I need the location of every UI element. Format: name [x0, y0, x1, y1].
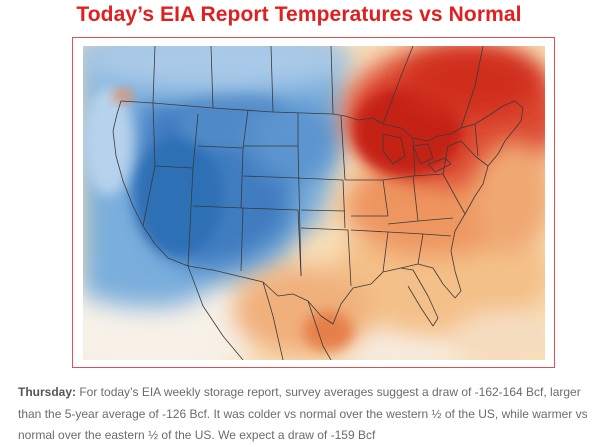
caption-lead: Thursday: [18, 385, 77, 399]
neutral-region-caribbean [453, 311, 545, 360]
state-borders [112, 46, 524, 360]
temperature-anomaly-map [83, 46, 545, 360]
warm-spot-pacific-nw [113, 89, 133, 103]
caption-body: For today’s EIA weekly storage report, s… [18, 385, 588, 442]
page-title: Today’s EIA Report Temperatures vs Norma… [76, 3, 522, 26]
cool-region-canada [83, 46, 353, 91]
cool-region-nw-coast [83, 86, 133, 196]
map-frame [72, 37, 555, 368]
cold-region-plains [248, 101, 338, 181]
caption: Thursday: For today’s EIA weekly storage… [18, 382, 592, 447]
cold-region-great-basin [133, 136, 223, 256]
us-outline [112, 100, 524, 325]
warm-region-atlantic [473, 141, 545, 251]
warm-spot-texas-gulf [303, 311, 353, 351]
hot-region-quebec [403, 46, 543, 116]
